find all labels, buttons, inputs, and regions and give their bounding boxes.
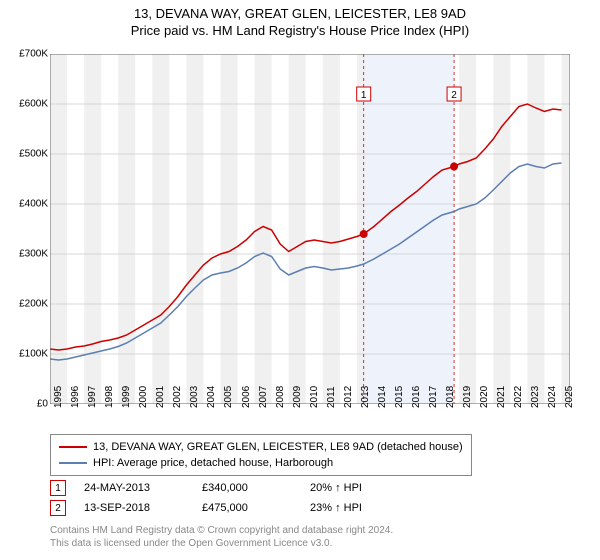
sale-marker-icon: 1	[50, 480, 66, 496]
footer-line: Contains HM Land Registry data © Crown c…	[50, 524, 393, 537]
table-row: 2 13-SEP-2018 £475,000 23% ↑ HPI	[50, 498, 410, 518]
sale-marker-icon: 2	[50, 500, 66, 516]
x-axis-tick: 2003	[189, 392, 200, 408]
sales-table: 1 24-MAY-2013 £340,000 20% ↑ HPI 2 13-SE…	[50, 478, 410, 518]
legend-label: 13, DEVANA WAY, GREAT GLEN, LEICESTER, L…	[93, 441, 463, 453]
legend-swatch-property	[59, 446, 87, 448]
x-axis-tick: 2001	[155, 392, 166, 408]
page-subtitle: Price paid vs. HM Land Registry's House …	[0, 23, 600, 38]
sale-price: £340,000	[202, 482, 292, 494]
x-axis-tick: 1996	[70, 392, 81, 408]
x-axis-tick: 2000	[138, 392, 149, 408]
x-axis-tick: 2004	[206, 392, 217, 408]
svg-text:1: 1	[361, 90, 367, 101]
sale-price: £475,000	[202, 502, 292, 514]
x-axis-tick: 2022	[513, 392, 524, 408]
x-axis-tick: 2010	[309, 392, 320, 408]
sale-pct: 23% ↑ HPI	[310, 502, 410, 514]
footer-line: This data is licensed under the Open Gov…	[50, 537, 393, 550]
x-axis-tick: 2017	[428, 392, 439, 408]
legend-label: HPI: Average price, detached house, Harb…	[93, 457, 333, 469]
y-axis-tick: £600K	[4, 99, 48, 110]
x-axis-tick: 2024	[547, 392, 558, 408]
y-axis-tick: £500K	[4, 149, 48, 160]
x-axis-tick: 2011	[326, 392, 337, 408]
x-axis-tick: 2013	[360, 392, 371, 408]
x-axis-tick: 2023	[530, 392, 541, 408]
x-axis-tick: 1995	[53, 392, 64, 408]
y-axis-tick: £200K	[4, 299, 48, 310]
x-axis-tick: 1997	[87, 392, 98, 408]
x-axis-tick: 2014	[377, 392, 388, 408]
sale-date: 24-MAY-2013	[84, 482, 184, 494]
svg-text:2: 2	[451, 90, 457, 101]
footer-attribution: Contains HM Land Registry data © Crown c…	[50, 524, 393, 550]
page-title: 13, DEVANA WAY, GREAT GLEN, LEICESTER, L…	[0, 6, 600, 21]
legend: 13, DEVANA WAY, GREAT GLEN, LEICESTER, L…	[50, 434, 472, 476]
x-axis-tick: 2012	[343, 392, 354, 408]
x-axis-tick: 2002	[172, 392, 183, 408]
x-axis-tick: 2021	[496, 392, 507, 408]
x-axis-tick: 2008	[275, 392, 286, 408]
x-axis-tick: 1999	[121, 392, 132, 408]
y-axis-tick: £100K	[4, 349, 48, 360]
x-axis-tick: 2025	[564, 392, 575, 408]
sale-pct: 20% ↑ HPI	[310, 482, 410, 494]
x-axis-tick: 2016	[411, 392, 422, 408]
y-axis-tick: £0	[4, 399, 48, 410]
x-axis-tick: 2006	[241, 392, 252, 408]
x-axis-tick: 2005	[223, 392, 234, 408]
x-axis-tick: 2020	[479, 392, 490, 408]
price-chart: 12	[50, 54, 570, 404]
legend-item: 13, DEVANA WAY, GREAT GLEN, LEICESTER, L…	[59, 439, 463, 455]
x-axis-tick: 2019	[462, 392, 473, 408]
legend-swatch-hpi	[59, 462, 87, 464]
x-axis-tick: 2015	[394, 392, 405, 408]
sale-date: 13-SEP-2018	[84, 502, 184, 514]
x-axis-tick: 2007	[258, 392, 269, 408]
chart-container: 12	[50, 54, 570, 404]
y-axis-tick: £400K	[4, 199, 48, 210]
legend-item: HPI: Average price, detached house, Harb…	[59, 455, 463, 471]
table-row: 1 24-MAY-2013 £340,000 20% ↑ HPI	[50, 478, 410, 498]
x-axis-tick: 2018	[445, 392, 456, 408]
y-axis-tick: £700K	[4, 49, 48, 60]
y-axis-tick: £300K	[4, 249, 48, 260]
x-axis-tick: 1998	[104, 392, 115, 408]
x-axis-tick: 2009	[292, 392, 303, 408]
